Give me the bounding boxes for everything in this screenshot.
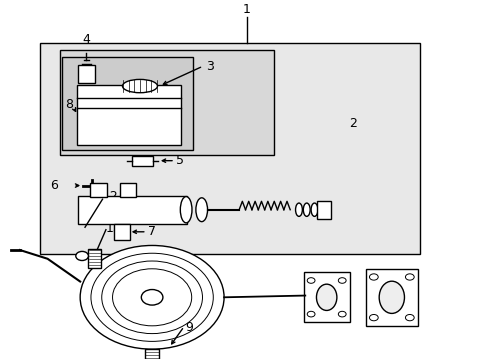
Ellipse shape xyxy=(316,284,336,310)
Text: 4: 4 xyxy=(82,33,90,46)
Text: 13: 13 xyxy=(106,222,122,235)
FancyBboxPatch shape xyxy=(144,349,159,360)
Text: 8: 8 xyxy=(65,98,73,111)
FancyBboxPatch shape xyxy=(365,269,417,326)
Circle shape xyxy=(141,289,163,305)
FancyBboxPatch shape xyxy=(119,183,136,197)
Text: 3: 3 xyxy=(205,60,213,73)
Circle shape xyxy=(338,278,346,283)
Circle shape xyxy=(405,274,413,280)
FancyBboxPatch shape xyxy=(303,273,349,322)
FancyBboxPatch shape xyxy=(114,224,129,239)
Ellipse shape xyxy=(295,203,302,216)
Text: 5: 5 xyxy=(176,154,184,167)
Text: 6: 6 xyxy=(50,179,58,192)
Circle shape xyxy=(369,315,377,321)
Ellipse shape xyxy=(310,203,317,216)
Circle shape xyxy=(76,251,88,261)
FancyBboxPatch shape xyxy=(78,65,95,83)
FancyBboxPatch shape xyxy=(40,43,419,253)
Ellipse shape xyxy=(303,203,309,216)
Circle shape xyxy=(306,278,314,283)
Text: 10: 10 xyxy=(325,275,342,288)
Ellipse shape xyxy=(122,80,157,93)
Circle shape xyxy=(405,315,413,321)
FancyBboxPatch shape xyxy=(62,57,193,150)
Text: 2: 2 xyxy=(348,117,356,130)
Ellipse shape xyxy=(196,198,207,222)
FancyBboxPatch shape xyxy=(60,50,273,156)
FancyBboxPatch shape xyxy=(77,85,181,145)
Text: 11: 11 xyxy=(398,275,414,288)
Text: 1: 1 xyxy=(243,3,250,16)
Circle shape xyxy=(306,311,314,317)
FancyBboxPatch shape xyxy=(78,196,187,224)
FancyBboxPatch shape xyxy=(317,201,330,219)
Ellipse shape xyxy=(180,197,192,223)
Text: 9: 9 xyxy=(185,321,193,334)
FancyBboxPatch shape xyxy=(131,156,153,166)
FancyBboxPatch shape xyxy=(90,183,107,197)
Circle shape xyxy=(369,274,377,280)
Text: 12: 12 xyxy=(102,190,118,203)
Text: 7: 7 xyxy=(148,225,156,238)
Ellipse shape xyxy=(378,281,404,314)
FancyBboxPatch shape xyxy=(88,249,101,268)
Circle shape xyxy=(80,246,224,349)
Circle shape xyxy=(338,311,346,317)
